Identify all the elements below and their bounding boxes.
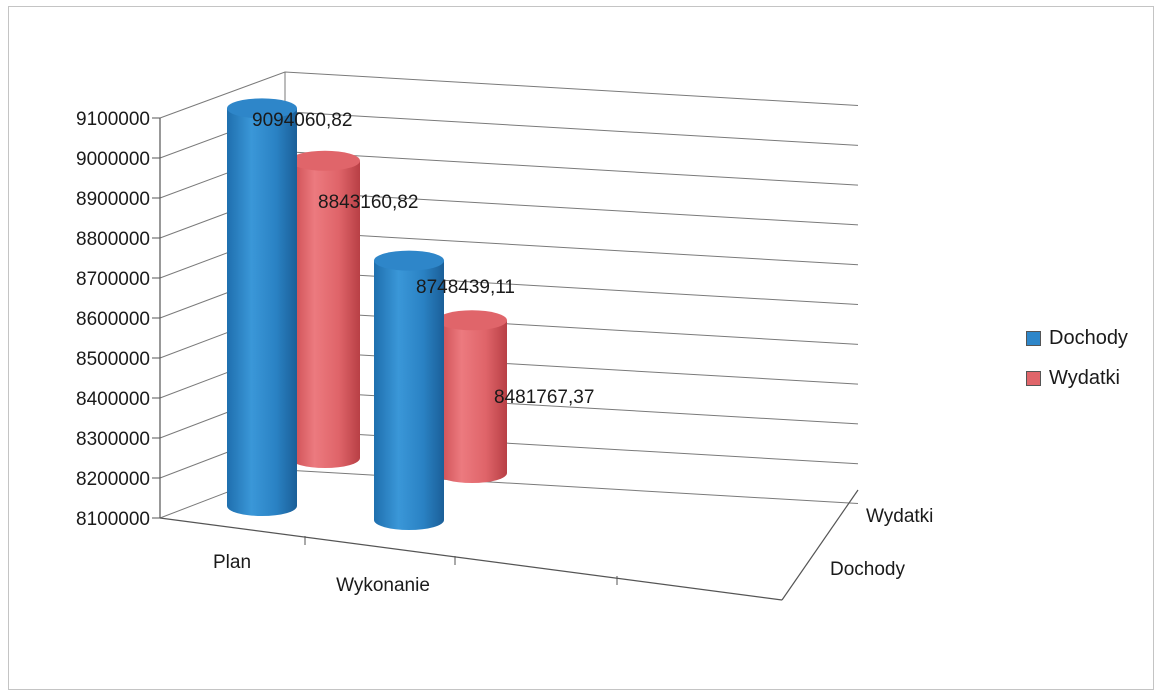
data-label: 8748439,11 [416, 277, 515, 298]
y-tick-label: 9000000 [76, 149, 150, 170]
y-tick-label: 8100000 [76, 509, 150, 530]
data-labels: 9094060,82 8748439,11 8843160,82 8481767,37 [252, 110, 594, 408]
depth-axis: Dochody Wydatki [830, 506, 933, 580]
bar-dochody [227, 98, 297, 516]
bar-body [290, 160, 360, 469]
plot-bars [227, 98, 507, 530]
y-tick-label: 8400000 [76, 389, 150, 410]
bar-top [374, 250, 444, 271]
bar-wydatki [290, 150, 360, 469]
x-tick-label: Plan [213, 552, 251, 573]
y-tick-label: 8200000 [76, 469, 150, 490]
y-axis: 8100000 8200000 8300000 8400000 8500000 86000… [76, 109, 161, 530]
data-label: 8843160,82 [318, 192, 418, 213]
data-label: 9094060,82 [252, 110, 352, 131]
legend-label: Dochody [1049, 326, 1128, 349]
y-tick-label: 8500000 [76, 349, 150, 370]
chart-frame [8, 6, 1154, 690]
legend-item-wydatki: Wydatki [1026, 358, 1128, 398]
y-tick-label: 8600000 [76, 309, 150, 330]
bar-top [437, 310, 507, 331]
depth-tick-label: Wydatki [866, 506, 933, 527]
x-axis-line [159, 517, 783, 601]
bar-top [227, 98, 297, 119]
data-label: 8481767,37 [494, 387, 594, 408]
y-tick-label: 8300000 [76, 429, 150, 450]
y-tick-label: 8800000 [76, 229, 150, 250]
legend-swatch-dochody [1026, 330, 1041, 346]
y-tick-label: 8700000 [76, 269, 150, 290]
legend-item-dochody: Dochody [1026, 318, 1128, 358]
y-tick-label: 9100000 [76, 109, 150, 130]
floor-edge [781, 489, 859, 601]
bar-body [227, 108, 297, 516]
depth-tick-label: Dochody [830, 559, 905, 580]
bar-dochody [374, 250, 444, 530]
x-axis: Plan Wykonanie [159, 517, 783, 601]
bar-body [437, 320, 507, 483]
legend-swatch-wydatki [1026, 370, 1041, 386]
legend: Dochody Wydatki [1026, 318, 1128, 398]
x-tick-label: Wykonanie [336, 575, 430, 596]
legend-label: Wydatki [1049, 366, 1120, 389]
bar-wydatki [437, 310, 507, 483]
bar-top [290, 150, 360, 171]
bar-body [374, 260, 444, 530]
y-tick-label: 8900000 [76, 189, 150, 210]
